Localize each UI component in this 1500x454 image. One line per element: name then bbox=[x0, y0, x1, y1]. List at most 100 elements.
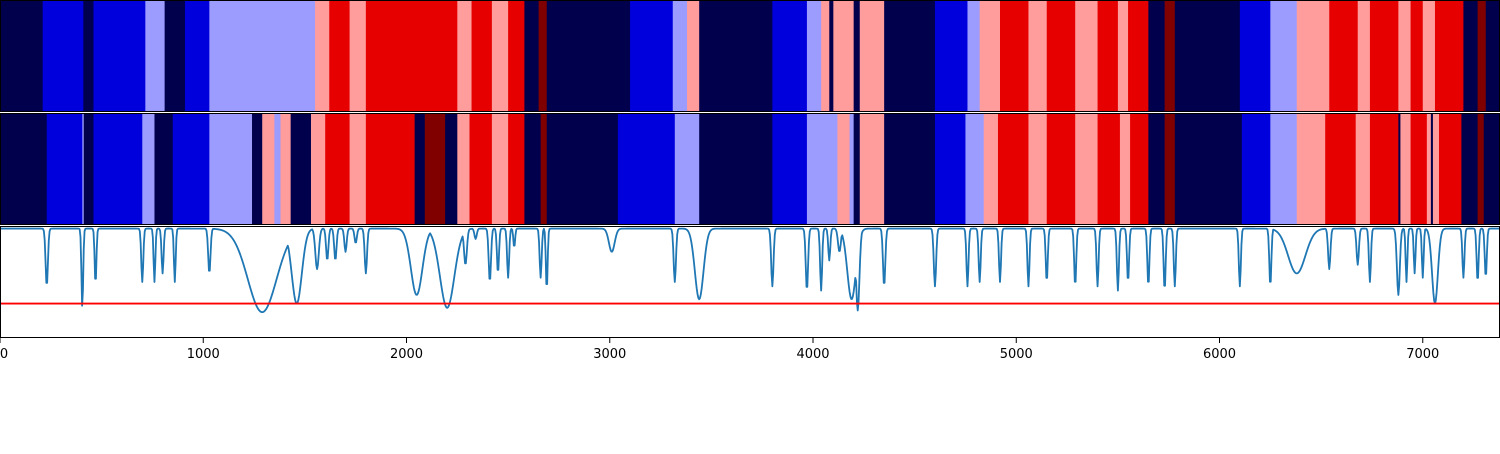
heatmap-cell bbox=[154, 113, 174, 225]
heatmap-cell bbox=[471, 0, 493, 112]
heatmap-cell bbox=[491, 0, 509, 112]
heatmap-cell bbox=[853, 0, 861, 112]
heatmap-cell bbox=[1432, 113, 1440, 225]
heatmap-cell bbox=[540, 113, 548, 225]
heatmap-cell bbox=[252, 113, 263, 225]
heatmap-cell bbox=[1075, 0, 1098, 112]
heatmap-cell bbox=[1028, 113, 1048, 225]
heatmap-cell bbox=[1355, 113, 1371, 225]
heatmap-cell bbox=[1430, 113, 1434, 225]
heatmap-cell bbox=[1270, 0, 1298, 112]
heatmap-cell bbox=[46, 113, 83, 225]
heatmap-cell bbox=[849, 113, 855, 225]
heatmap-cell bbox=[469, 113, 493, 225]
heatmap-cell bbox=[997, 113, 1029, 225]
heatmap-cell bbox=[491, 113, 509, 225]
heatmap-cell bbox=[1296, 113, 1326, 225]
heatmap-cell bbox=[1000, 0, 1029, 112]
heatmap-cell bbox=[1369, 0, 1399, 112]
heatmap-cell bbox=[184, 0, 210, 112]
heatmap-cell bbox=[859, 0, 885, 112]
x-tick-label: 0 bbox=[0, 347, 8, 362]
x-tick-label: 1000 bbox=[187, 347, 220, 362]
heatmap-cell bbox=[630, 0, 674, 112]
heatmap-cell bbox=[1174, 113, 1243, 225]
heatmap-cell bbox=[209, 113, 253, 225]
heatmap-cell bbox=[172, 113, 210, 225]
heatmap-cell bbox=[508, 0, 525, 112]
heatmap-cell bbox=[1398, 113, 1401, 225]
heatmap-cell bbox=[1148, 0, 1166, 112]
heatmap-cell bbox=[365, 0, 458, 112]
heatmap-cell bbox=[1422, 0, 1436, 112]
heatmap-cell bbox=[145, 0, 166, 112]
heatmap-cell bbox=[1477, 0, 1487, 112]
x-tick-label: 3000 bbox=[593, 347, 626, 362]
heatmap-cell bbox=[1463, 0, 1479, 112]
heatmap-cell bbox=[772, 0, 808, 112]
heatmap-cell bbox=[524, 0, 540, 112]
heatmap-cell bbox=[1130, 113, 1149, 225]
heatmap-cell bbox=[821, 0, 830, 112]
heatmap-cell bbox=[1329, 0, 1359, 112]
heatmap-cell bbox=[82, 113, 85, 225]
heatmap-cell bbox=[1477, 113, 1485, 225]
heatmap-cell bbox=[1369, 113, 1399, 225]
heatmap-cell bbox=[83, 113, 94, 225]
heatmap-cell bbox=[1410, 0, 1424, 112]
heatmap-cell bbox=[1485, 0, 1500, 112]
line-plot-background bbox=[0, 226, 1500, 338]
heatmap-cell bbox=[934, 113, 966, 225]
heatmap-cell bbox=[884, 0, 936, 112]
heatmap-cell bbox=[508, 113, 525, 225]
heatmap-cell bbox=[806, 0, 822, 112]
heatmap-cell bbox=[1097, 113, 1121, 225]
x-tick-label: 6000 bbox=[1203, 347, 1236, 362]
heatmap-cell bbox=[1097, 0, 1119, 112]
heatmap-cell bbox=[806, 113, 838, 225]
line-plot-panel bbox=[0, 226, 1500, 338]
x-tick-label: 7000 bbox=[1406, 347, 1439, 362]
heatmap-cell bbox=[1483, 113, 1500, 225]
x-tick-label: 4000 bbox=[796, 347, 829, 362]
heatmap-cell bbox=[329, 0, 350, 112]
heatmap-cell bbox=[829, 0, 834, 112]
heatmap-cell bbox=[1119, 113, 1131, 225]
heatmap-cell bbox=[1174, 0, 1241, 112]
heatmap-cell bbox=[833, 0, 855, 112]
heatmap-cell bbox=[445, 113, 458, 225]
heatmap-cell bbox=[1439, 113, 1462, 225]
x-tick-label: 2000 bbox=[390, 347, 423, 362]
heatmap-cell bbox=[1028, 0, 1048, 112]
heatmap-cell bbox=[1461, 113, 1479, 225]
heatmap-cell bbox=[164, 0, 186, 112]
heatmap-cell bbox=[1148, 113, 1166, 225]
heatmap-cell bbox=[546, 0, 631, 112]
heatmap-cell bbox=[674, 113, 700, 225]
heatmap-cell bbox=[349, 0, 367, 112]
heatmap-cell bbox=[1239, 0, 1271, 112]
heatmap-cell bbox=[967, 0, 981, 112]
heatmap-cell bbox=[1434, 0, 1464, 112]
heatmap-cell bbox=[979, 0, 1001, 112]
heatmap-band-middle bbox=[0, 113, 1500, 225]
heatmap-cell bbox=[965, 113, 985, 225]
heatmap-cell bbox=[1128, 0, 1149, 112]
heatmap-cell bbox=[142, 113, 155, 225]
heatmap-band-top bbox=[0, 0, 1500, 112]
heatmap-cell bbox=[1046, 0, 1076, 112]
heatmap-cell bbox=[280, 113, 292, 225]
heatmap-cell bbox=[209, 0, 316, 112]
heatmap-cell bbox=[538, 0, 548, 112]
heatmap-cell bbox=[315, 0, 330, 112]
heatmap-cell bbox=[853, 113, 861, 225]
heatmap-cell bbox=[1398, 0, 1411, 112]
heatmap-cell bbox=[546, 113, 619, 225]
heatmap-cell bbox=[83, 0, 94, 112]
heatmap-cell bbox=[1325, 113, 1357, 225]
heatmap-cell bbox=[934, 0, 968, 112]
heatmap-cell bbox=[365, 113, 416, 225]
heatmap-cell bbox=[1296, 0, 1330, 112]
x-tick-label: 5000 bbox=[1000, 347, 1033, 362]
